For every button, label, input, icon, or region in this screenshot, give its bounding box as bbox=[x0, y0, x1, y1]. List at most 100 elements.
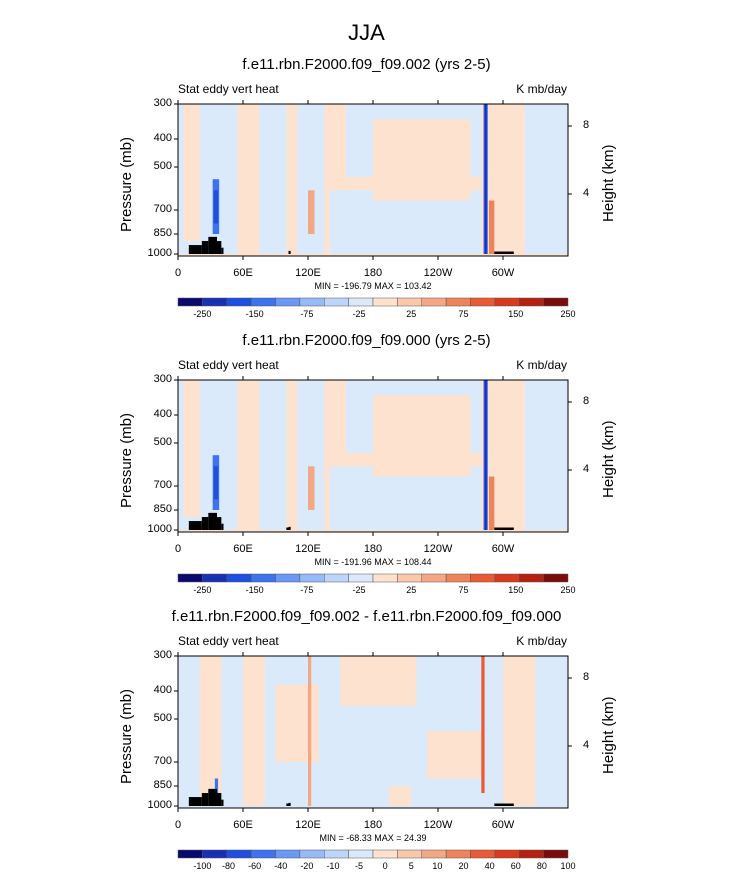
colorbar-label: 10 bbox=[432, 861, 443, 871]
colorbar-swatch bbox=[275, 573, 301, 583]
colorbar-swatch bbox=[421, 573, 447, 583]
field-region bbox=[243, 104, 254, 210]
y-tick-label: 1000 bbox=[147, 247, 172, 259]
colorbar-label: 75 bbox=[458, 585, 469, 595]
andes-core bbox=[484, 104, 487, 254]
colorbar-label: 5 bbox=[408, 861, 414, 871]
topography bbox=[208, 236, 217, 254]
x-tick-label: 60W bbox=[491, 267, 515, 279]
topography bbox=[208, 512, 217, 530]
colorbar-label: 25 bbox=[406, 309, 417, 319]
topography bbox=[221, 247, 224, 254]
colorbar-swatch bbox=[324, 849, 349, 859]
colorbar-swatch bbox=[494, 297, 520, 307]
field-region bbox=[329, 466, 373, 530]
colorbar-label: 20 bbox=[458, 861, 469, 871]
colorbar-label: -150 bbox=[245, 309, 264, 319]
y-tick-label: 700 bbox=[153, 479, 172, 491]
field-region bbox=[373, 119, 471, 201]
andes-core bbox=[484, 380, 487, 530]
colorbar-swatch bbox=[519, 297, 544, 307]
colorbar-swatch bbox=[348, 297, 374, 307]
x-tick-label: 120W bbox=[423, 543, 453, 555]
colorbar-swatch bbox=[543, 297, 569, 307]
topography bbox=[221, 523, 224, 530]
y-tick-label: 1000 bbox=[147, 523, 172, 535]
colorbar-swatch bbox=[470, 849, 496, 859]
colorbar-label: -250 bbox=[193, 585, 212, 595]
colorbar-swatch bbox=[226, 573, 252, 583]
y-tick-label: 700 bbox=[153, 755, 172, 767]
field-region bbox=[275, 684, 319, 762]
panel-variable-label: Stat eddy vert heat bbox=[178, 358, 279, 372]
heatmap-plot bbox=[174, 100, 572, 260]
colorbar-swatch bbox=[177, 573, 203, 583]
topography bbox=[494, 251, 514, 254]
y-tick-label: 850 bbox=[153, 503, 172, 515]
height-tick-label: 8 bbox=[583, 671, 590, 683]
figure-title: JJA bbox=[348, 20, 385, 45]
height-tick-label: 8 bbox=[583, 395, 590, 407]
y-tick-label: 1000 bbox=[147, 799, 172, 811]
colorbar-swatch bbox=[202, 573, 227, 583]
x-tick-label: 60E bbox=[233, 267, 253, 279]
colorbar-swatch bbox=[324, 297, 349, 307]
x-tick-label: 120E bbox=[295, 819, 321, 831]
colorbar-label: 0 bbox=[382, 861, 388, 871]
y-tick-label: 300 bbox=[153, 373, 172, 385]
x-tick-label: 60E bbox=[233, 819, 253, 831]
heatmap-plot bbox=[174, 376, 572, 536]
colorbar-swatch bbox=[299, 849, 325, 859]
colorbar-swatch bbox=[250, 849, 276, 859]
updraft-core bbox=[213, 466, 219, 500]
y-tick-label: 850 bbox=[153, 779, 172, 791]
x-tick-label: 180 bbox=[363, 543, 383, 555]
topography bbox=[288, 802, 291, 806]
colorbar-label: -40 bbox=[274, 861, 288, 871]
colorbar-label: -75 bbox=[300, 585, 314, 595]
colorbar bbox=[177, 297, 569, 307]
y-tick-label: 700 bbox=[153, 203, 172, 215]
colorbar-label: 150 bbox=[508, 585, 524, 595]
colorbar-swatch bbox=[445, 573, 471, 583]
colorbar-swatch bbox=[372, 573, 398, 583]
colorbar-label: 75 bbox=[458, 309, 469, 319]
field-region bbox=[243, 656, 265, 806]
y-axis-right-label: Height (km) bbox=[600, 420, 617, 498]
colorbar-swatch bbox=[372, 849, 398, 859]
colorbar-swatch bbox=[445, 849, 471, 859]
colorbar-swatch bbox=[372, 297, 398, 307]
updraft-core bbox=[213, 190, 219, 224]
topography bbox=[288, 526, 291, 530]
panel-3: f.e11.rbn.F2000.f09_f09.002 - f.e11.rbn.… bbox=[0, 602, 733, 872]
height-tick-label: 4 bbox=[583, 463, 590, 475]
field-region bbox=[492, 104, 523, 254]
panel-title: f.e11.rbn.F2000.f09_f09.002 - f.e11.rbn.… bbox=[171, 608, 562, 625]
topography bbox=[201, 793, 209, 806]
field-region bbox=[373, 190, 482, 254]
colorbar-swatch bbox=[348, 849, 374, 859]
x-tick-label: 60W bbox=[491, 819, 515, 831]
colorbar-label: -75 bbox=[300, 309, 314, 319]
colorbar-swatch bbox=[202, 297, 227, 307]
field-region bbox=[183, 380, 200, 518]
colorbar-label: 25 bbox=[406, 585, 417, 595]
panel-title: f.e11.rbn.F2000.f09_f09.000 (yrs 2-5) bbox=[242, 332, 491, 349]
y-tick-label: 850 bbox=[153, 227, 172, 239]
y-tick-label: 500 bbox=[153, 160, 172, 172]
colorbar-swatch bbox=[250, 573, 276, 583]
y-axis-label: Pressure (mb) bbox=[118, 136, 135, 232]
colorbar-label: -150 bbox=[245, 585, 264, 595]
colorbar-swatch bbox=[519, 849, 544, 859]
height-tick-label: 4 bbox=[583, 739, 590, 751]
x-tick-label: 0 bbox=[174, 267, 182, 279]
colorbar-label: -25 bbox=[352, 309, 366, 319]
warm-feature bbox=[308, 656, 312, 806]
field-region bbox=[524, 104, 568, 254]
y-axis-label: Pressure (mb) bbox=[118, 412, 135, 508]
warm-feature bbox=[308, 190, 315, 234]
y-axis-right-label: Height (km) bbox=[600, 144, 617, 222]
topography bbox=[217, 241, 222, 254]
warm-feature bbox=[488, 476, 495, 530]
y-tick-label: 400 bbox=[153, 684, 172, 696]
